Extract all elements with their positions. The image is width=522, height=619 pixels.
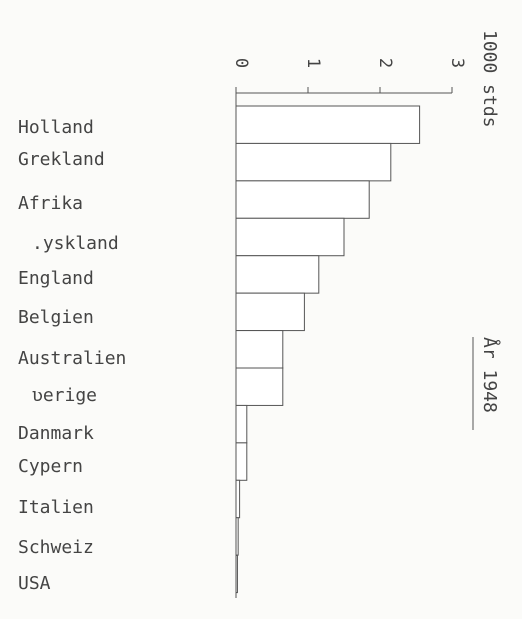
category-label: Australien [18, 348, 126, 369]
x-tick-label: 2 [375, 58, 395, 68]
category-label: .yskland [32, 233, 119, 254]
category-label: Danmark [18, 423, 94, 444]
bar [235, 105, 421, 144]
category-label: Italien [18, 497, 94, 518]
bar [235, 554, 238, 594]
category-label: England [18, 268, 94, 289]
category-label: ʋerige [32, 385, 97, 406]
bar [235, 442, 248, 481]
x-axis-ticks: 0 1 2 3 [231, 58, 467, 93]
bar [235, 142, 392, 182]
category-label: Schweiz [18, 537, 94, 558]
bar [235, 517, 239, 556]
bar [235, 180, 370, 219]
category-label: Belgien [18, 307, 94, 328]
x-tick-label: 3 [447, 58, 467, 68]
x-tick-label: 1 [303, 58, 323, 68]
bars [235, 105, 421, 594]
unit-label: 1000 stds [479, 30, 500, 128]
category-label: Holland [18, 117, 94, 138]
bar [235, 479, 241, 519]
x-tick-label: 0 [231, 58, 251, 68]
bar [235, 404, 248, 444]
bar [235, 292, 305, 332]
bar [235, 255, 320, 294]
category-label: USA [18, 573, 51, 594]
year-annotation: År 1948 [479, 337, 501, 413]
category-label: Grekland [18, 149, 105, 170]
category-label: Afrika [18, 193, 83, 214]
category-labels: Holland Grekland Afrika .yskland England Belg… [18, 117, 126, 594]
bar [235, 217, 345, 257]
category-label: Cypern [18, 456, 83, 477]
bar [235, 367, 284, 406]
bar [235, 330, 284, 369]
